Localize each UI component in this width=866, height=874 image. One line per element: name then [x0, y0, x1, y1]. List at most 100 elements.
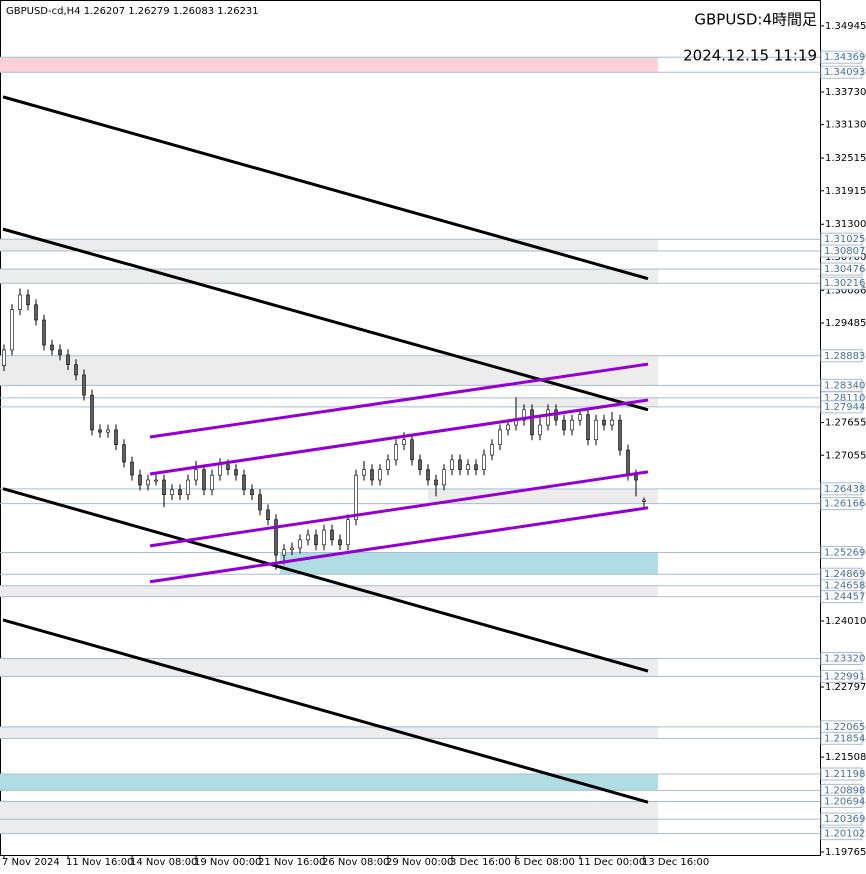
y-tick-label: 1.33130	[825, 120, 866, 131]
candle-body	[498, 429, 502, 445]
candle-body	[298, 539, 302, 549]
level-label: 1.28883	[824, 351, 865, 362]
zone	[0, 269, 658, 284]
zone	[0, 57, 658, 73]
level-label-box	[820, 590, 863, 604]
level-label: 1.20102	[824, 829, 865, 840]
candle-body	[58, 349, 62, 356]
candle-body	[114, 429, 118, 445]
candle-body	[218, 464, 222, 476]
candle-body	[570, 419, 574, 431]
zone	[0, 585, 658, 597]
level-label: 1.20694	[824, 796, 865, 807]
level-label-box	[820, 378, 863, 392]
candle-body	[234, 469, 238, 476]
candle-body	[506, 424, 510, 431]
y-tick-label: 1.30086	[825, 285, 866, 296]
zone	[428, 488, 658, 504]
level-label: 1.24457	[824, 592, 865, 603]
candle-body	[90, 394, 94, 431]
candle-body	[354, 474, 358, 521]
candle-body	[162, 479, 166, 496]
candle-body	[378, 469, 382, 481]
y-tick-label: 1.32515	[825, 153, 866, 164]
x-tick-label: 11 Dec 00:00	[578, 857, 645, 868]
candle-body	[66, 354, 70, 365]
candle-body	[642, 499, 646, 502]
level-label: 1.23320	[824, 654, 865, 665]
candle-body	[274, 519, 278, 556]
zone	[0, 355, 658, 386]
level-label-box	[820, 244, 863, 258]
candle-body	[618, 419, 622, 451]
level-label: 1.24658	[824, 581, 865, 592]
candle-body	[578, 414, 582, 421]
level-label-box	[820, 652, 863, 666]
candle-body	[74, 364, 78, 376]
level-label: 1.34369	[824, 52, 865, 63]
candle-body	[442, 469, 446, 486]
candle-body	[530, 409, 534, 436]
candle-body	[610, 419, 614, 426]
candle-body	[50, 344, 54, 351]
trend-line	[149, 470, 649, 548]
candle-body	[418, 459, 422, 470]
zone	[280, 552, 658, 575]
candle-body	[186, 479, 190, 496]
candle-body	[98, 429, 102, 433]
candle-body	[290, 547, 294, 550]
candle-body	[194, 469, 198, 481]
candle-body	[634, 474, 638, 481]
candle-body	[410, 439, 414, 461]
plot-frame	[0, 0, 821, 856]
level-label-box	[820, 731, 863, 745]
candle-body	[338, 539, 342, 546]
y-tick-label: 1.19765	[825, 847, 866, 858]
level-label: 1.20369	[824, 814, 865, 825]
level-label: 1.30476	[824, 264, 865, 275]
level-label: 1.27944	[824, 402, 865, 413]
level-label-box	[820, 827, 863, 841]
level-label-box	[820, 545, 863, 559]
candle-body	[178, 489, 182, 496]
candle-body	[2, 349, 6, 367]
candle-body	[34, 304, 38, 321]
candle-body	[370, 469, 374, 481]
candle-body	[402, 439, 406, 445]
trend-line	[149, 506, 649, 584]
y-tick-label: 1.31300	[825, 219, 866, 230]
level-label: 1.24869	[824, 569, 865, 580]
zone	[0, 239, 658, 252]
plot	[0, 56, 820, 835]
candle-body	[602, 419, 606, 426]
candle-body	[482, 454, 486, 470]
y-tick-label: 1.24010	[825, 616, 866, 627]
candle-body	[250, 489, 254, 496]
candle-body	[522, 409, 526, 421]
candle-body	[306, 534, 310, 541]
level-label-box	[820, 400, 863, 414]
candle-body	[594, 419, 598, 441]
candle-body	[386, 459, 390, 470]
level-label-box	[820, 497, 863, 511]
level-label: 1.30807	[824, 246, 865, 257]
level-label: 1.22065	[824, 722, 865, 733]
candle-body	[226, 464, 230, 470]
candle-body	[130, 461, 134, 476]
y-tick-label: 1.34945	[825, 21, 866, 32]
level-label: 1.20898	[824, 785, 865, 796]
zone	[0, 658, 658, 677]
candle-body	[562, 419, 566, 431]
candle-body	[314, 534, 318, 546]
zone	[0, 774, 658, 791]
y-tick-label: 1.21508	[825, 752, 866, 763]
candle-body	[626, 449, 630, 476]
candle-body	[202, 469, 206, 491]
level-label: 1.26166	[824, 499, 865, 510]
candle-body	[26, 294, 30, 306]
x-tick-label: 14 Nov 08:00	[130, 857, 197, 868]
x-tick-label: 29 Nov 00:00	[386, 857, 453, 868]
y-tick-label: 1.27655	[825, 418, 866, 429]
level-label: 1.21854	[824, 733, 865, 744]
candle-body	[434, 479, 438, 486]
